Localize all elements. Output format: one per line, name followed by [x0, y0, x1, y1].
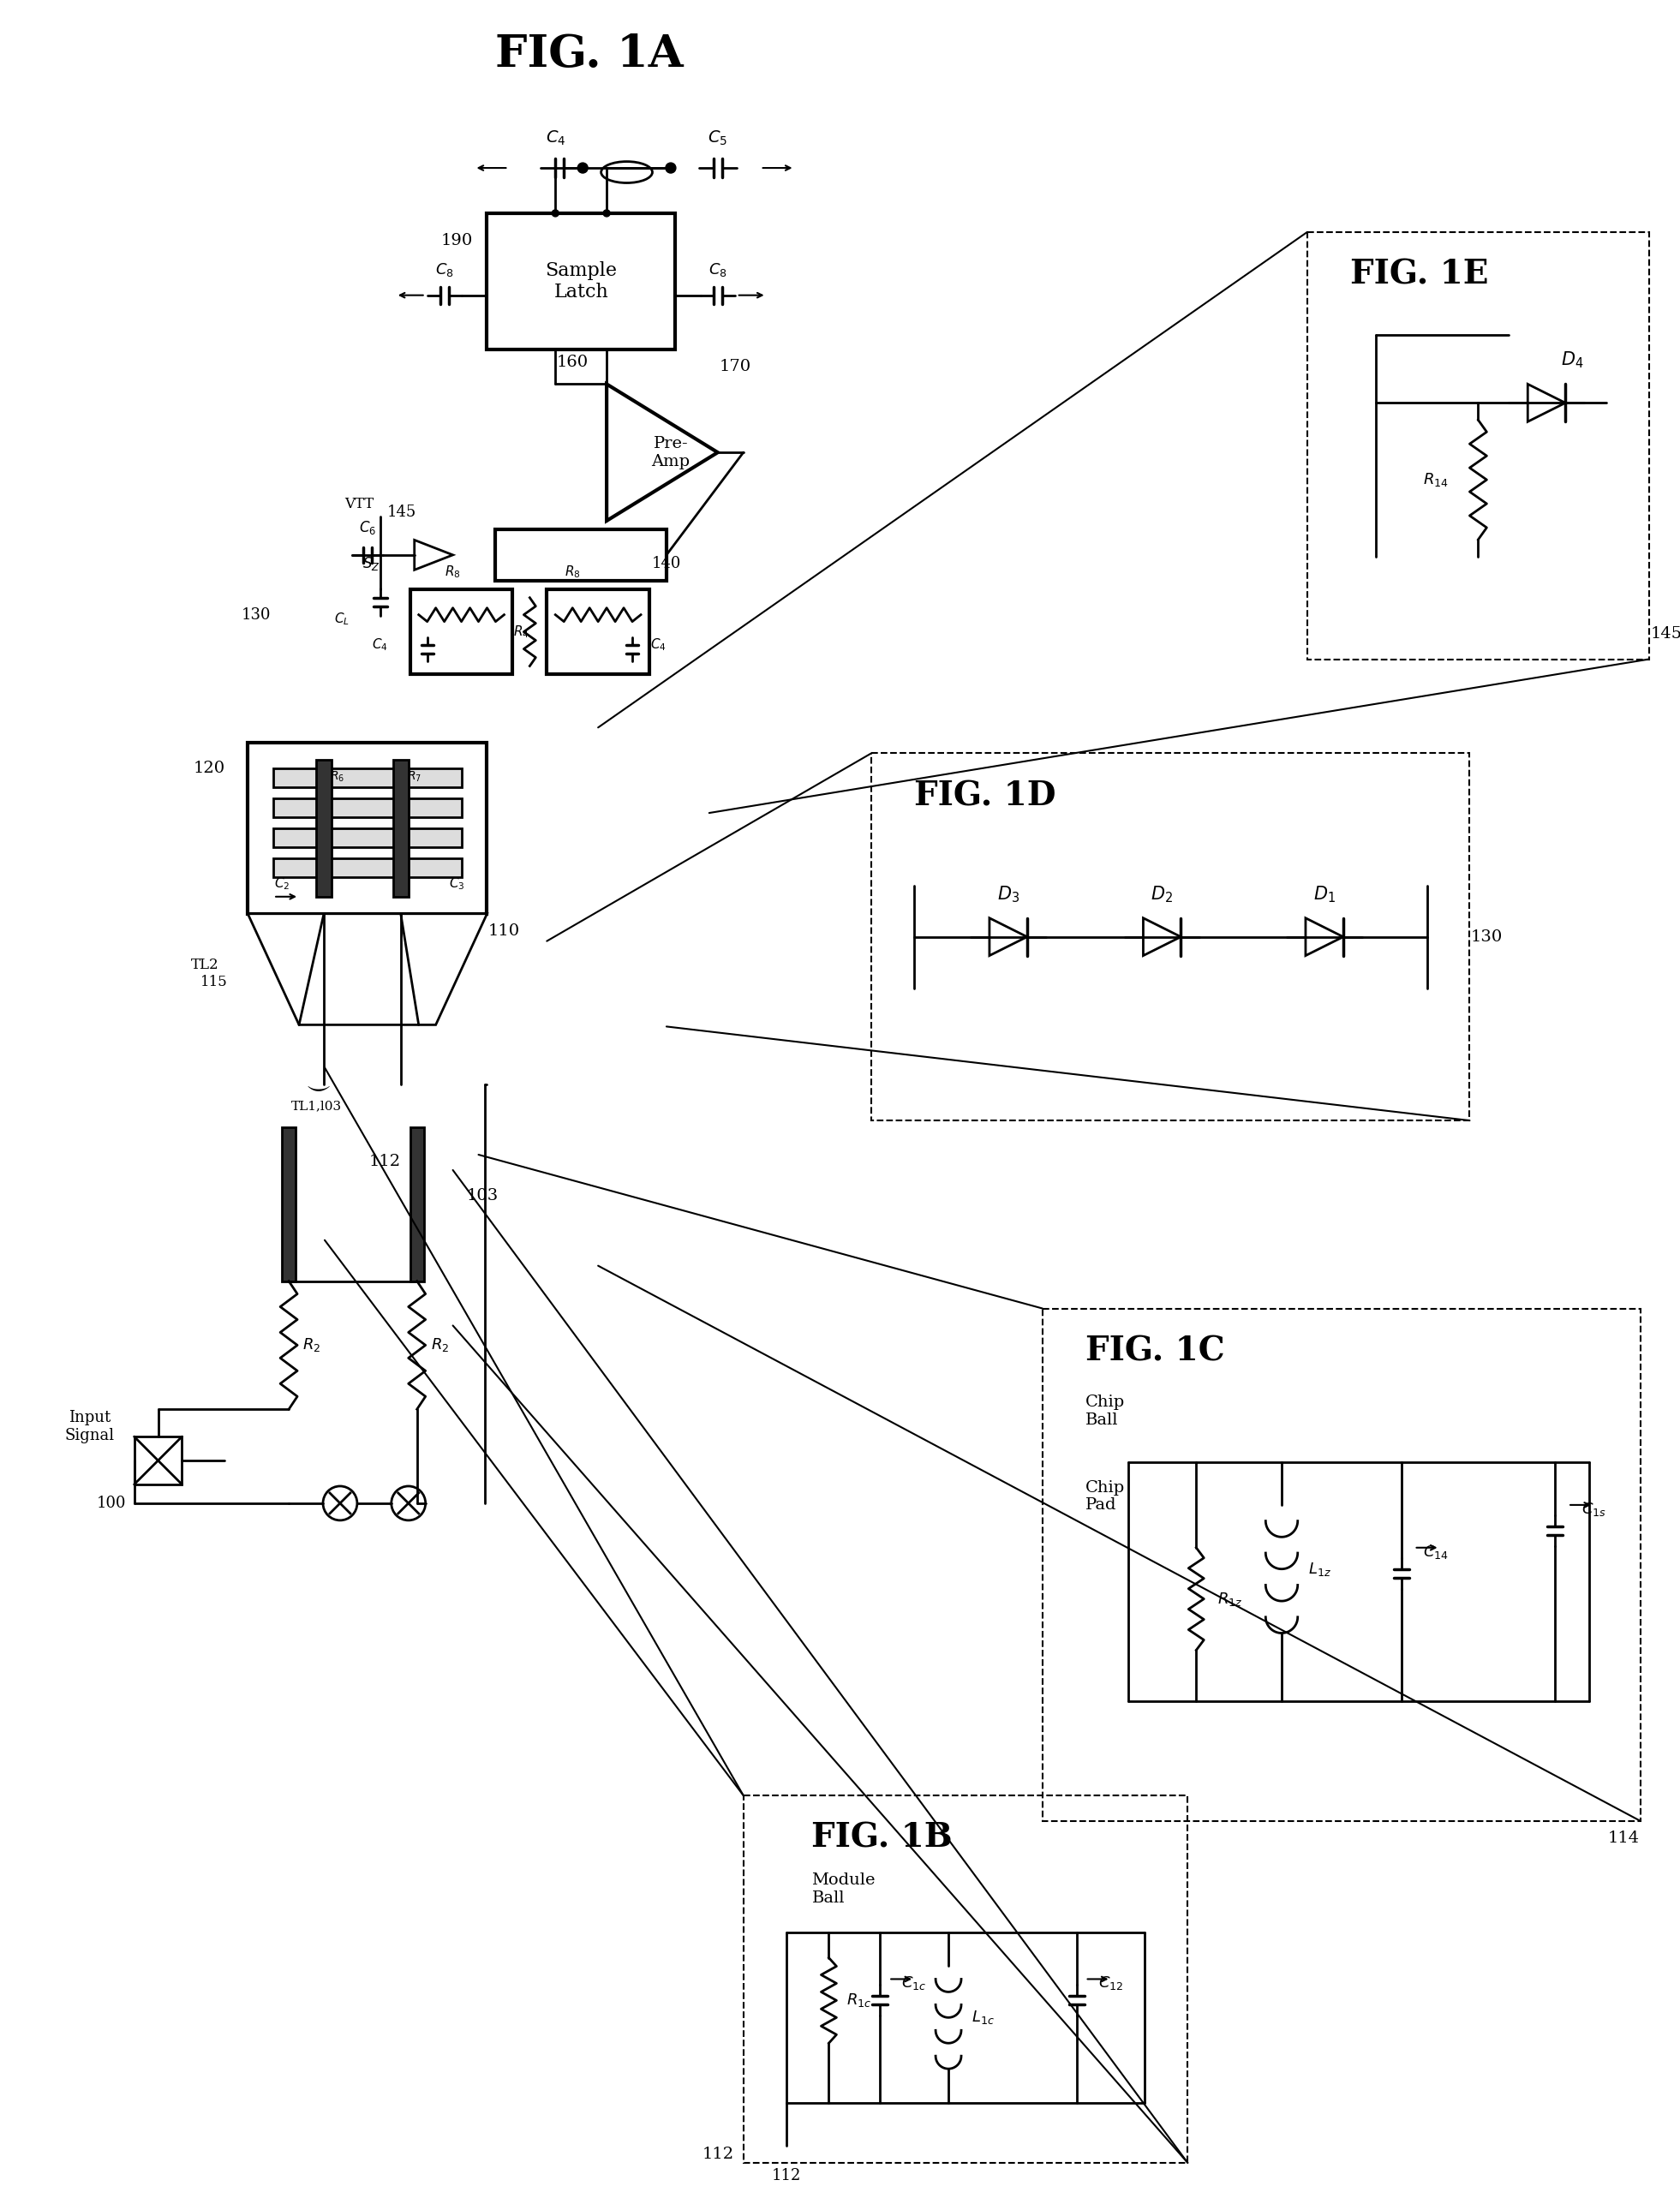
Text: FIG. 1C: FIG. 1C [1085, 1336, 1225, 1368]
Bar [274, 828, 462, 848]
Text: $C_{12}$: $C_{12}$ [1099, 1974, 1124, 1991]
Text: $R_7$: $R_7$ [407, 769, 422, 785]
Text: $C_2$: $C_2$ [274, 877, 291, 892]
Text: $R_8$: $R_8$ [564, 564, 580, 579]
Text: TL2: TL2 [192, 957, 218, 973]
Text: $R_{1z}$: $R_{1z}$ [1218, 1591, 1243, 1607]
Text: 103: 103 [467, 1187, 499, 1202]
Text: FIG. 1E: FIG. 1E [1351, 258, 1488, 291]
Text: $R_2$: $R_2$ [302, 1336, 321, 1353]
Text: $R_8$: $R_8$ [445, 564, 460, 579]
Circle shape [578, 162, 588, 173]
Bar [316, 761, 331, 896]
Bar [274, 798, 462, 818]
Text: $D_3$: $D_3$ [996, 883, 1020, 905]
Text: $L_{1c}$: $L_{1c}$ [971, 2009, 995, 2026]
Polygon shape [606, 385, 717, 520]
Polygon shape [415, 540, 454, 571]
Text: $R_6$: $R_6$ [331, 769, 344, 785]
Text: 130: 130 [1470, 929, 1502, 944]
Text: Pre-
Amp: Pre- Amp [652, 435, 690, 470]
Text: 145: 145 [386, 505, 417, 520]
Text: 140: 140 [652, 555, 680, 571]
Bar [274, 859, 462, 877]
Text: $C_4$: $C_4$ [546, 129, 566, 146]
Text: $R_{1c}$: $R_{1c}$ [847, 1991, 872, 2009]
Bar [496, 529, 667, 581]
Text: 112: 112 [702, 2147, 734, 2162]
Text: $C_8$: $C_8$ [709, 260, 727, 278]
Text: 112: 112 [368, 1154, 400, 1170]
Bar [1307, 232, 1650, 660]
Bar [743, 1795, 1188, 2162]
Circle shape [553, 210, 559, 216]
Text: 160: 160 [556, 354, 588, 369]
Circle shape [603, 210, 610, 216]
Bar [410, 1128, 423, 1281]
Text: $C_6$: $C_6$ [360, 518, 376, 536]
Bar [872, 754, 1470, 1121]
Text: Input
Signal: Input Signal [66, 1410, 114, 1443]
Text: $C_5$: $C_5$ [707, 129, 727, 146]
Text: 120: 120 [193, 761, 225, 776]
Text: Chip
Ball: Chip Ball [1085, 1395, 1124, 1427]
Text: VTT: VTT [344, 496, 373, 512]
Bar [410, 588, 512, 675]
Text: Sample
Latch: Sample Latch [544, 262, 617, 302]
Text: $C_{1c}$: $C_{1c}$ [902, 1974, 927, 1991]
Text: $D_1$: $D_1$ [1314, 883, 1336, 905]
Text: FIG. 1D: FIG. 1D [914, 780, 1057, 813]
Text: $L_{1z}$: $L_{1z}$ [1309, 1561, 1332, 1578]
Text: 130: 130 [242, 608, 270, 623]
Text: $D_4$: $D_4$ [1561, 350, 1584, 369]
Text: 115: 115 [200, 975, 227, 990]
Polygon shape [247, 914, 487, 1025]
Bar [282, 1128, 296, 1281]
Text: 110: 110 [489, 922, 521, 938]
Text: 114: 114 [1608, 1830, 1640, 1845]
Text: 112: 112 [771, 2169, 801, 2184]
Text: $C_L$: $C_L$ [334, 612, 349, 627]
Bar [1042, 1309, 1641, 1821]
Text: Module
Ball: Module Ball [811, 1873, 875, 1906]
Text: 145: 145 [1650, 625, 1680, 640]
Text: 100: 100 [96, 1495, 126, 1511]
Text: $S_Z$: $S_Z$ [363, 555, 381, 573]
Text: $C_3$: $C_3$ [449, 877, 465, 892]
Bar [393, 761, 408, 896]
Circle shape [665, 162, 675, 173]
Text: $C_8$: $C_8$ [435, 260, 454, 278]
Text: 170: 170 [719, 359, 751, 374]
Text: $R_2$: $R_2$ [432, 1336, 449, 1353]
Bar [548, 588, 650, 675]
Bar [134, 1436, 181, 1484]
Text: $C_{1s}$: $C_{1s}$ [1581, 1500, 1606, 1517]
Bar [274, 769, 462, 787]
Text: $R_4$: $R_4$ [512, 623, 529, 640]
Text: $R_{14}$: $R_{14}$ [1423, 472, 1448, 487]
Text: Chip
Pad: Chip Pad [1085, 1480, 1124, 1513]
Text: 190: 190 [442, 234, 474, 249]
Text: FIG. 1B: FIG. 1B [811, 1821, 953, 1854]
Bar [487, 214, 675, 350]
Text: FIG. 1A: FIG. 1A [496, 33, 684, 77]
Text: $\smile$: $\smile$ [301, 1076, 331, 1097]
Text: $C_{14}$: $C_{14}$ [1423, 1543, 1448, 1561]
Text: TL1,l03: TL1,l03 [291, 1100, 341, 1113]
Bar [247, 743, 487, 914]
Text: $C_4$: $C_4$ [650, 636, 665, 654]
Text: $D_2$: $D_2$ [1151, 883, 1173, 905]
Text: $C_4$: $C_4$ [373, 636, 388, 654]
